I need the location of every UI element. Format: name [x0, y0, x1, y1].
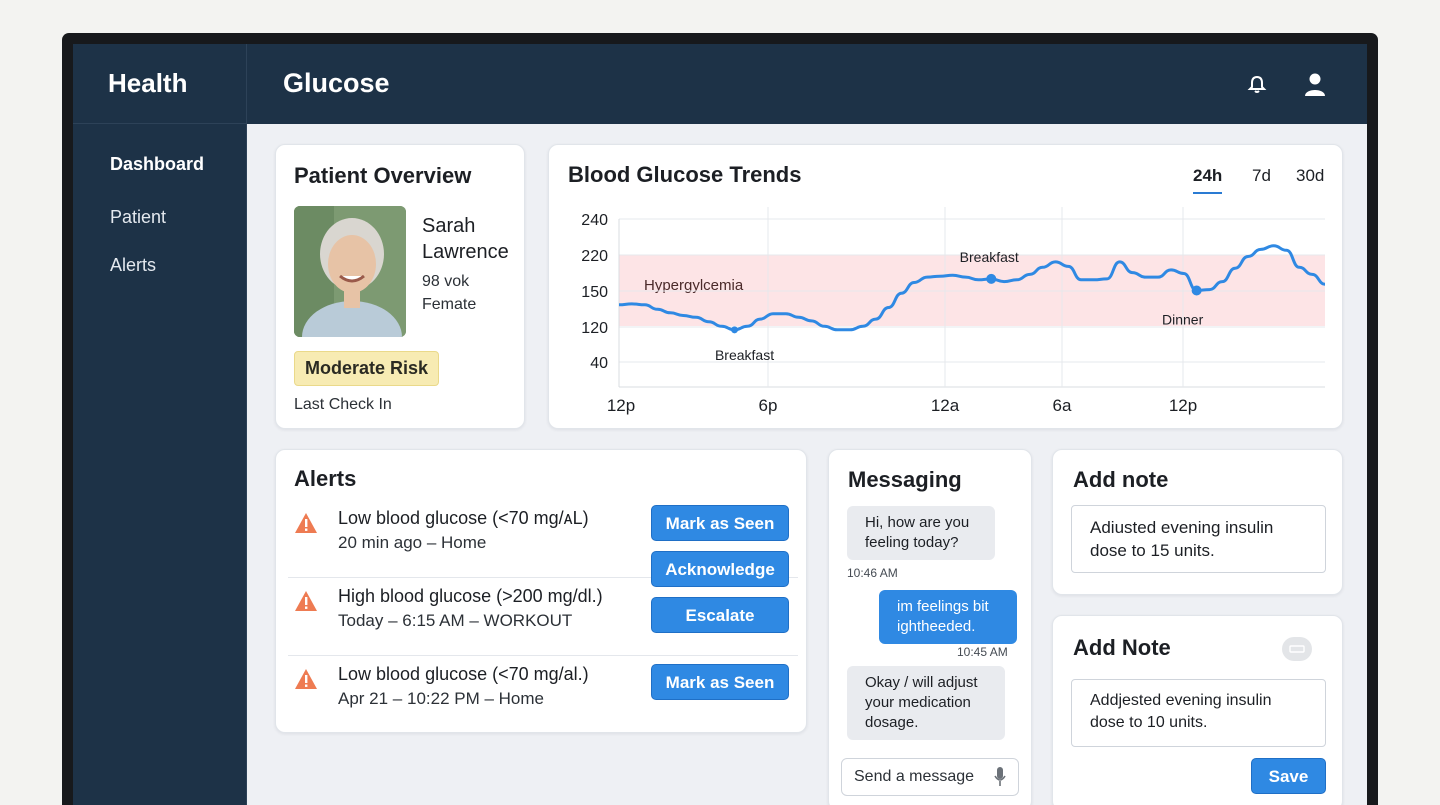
glucose-chart: Hypergylcemia 240 220 150 120 40 12p 6p 12a 6a 12p…: [581, 207, 1326, 415]
message-input[interactable]: Send a message: [841, 758, 1019, 796]
add-note-card: Add note Adiusted evening insulin dose t…: [1052, 449, 1343, 595]
note-text-field[interactable]: Addjested evening insulin dose to 10 uni…: [1071, 679, 1326, 747]
message-bubble-incoming: Hi, how are you feeling today?: [847, 506, 995, 560]
annotation-label: Breakfast: [960, 249, 1019, 265]
sidebar-item-dashboard[interactable]: Dashboard: [110, 154, 205, 174]
sidebar-item-patient[interactable]: Patient: [110, 207, 167, 227]
x-tick-label: 6p: [759, 396, 778, 415]
alerts-title: Alerts: [294, 466, 357, 491]
annotation-label: Breakfast: [715, 347, 774, 363]
user-icon[interactable]: [1301, 70, 1329, 98]
y-tick-label: 150: [581, 284, 608, 301]
sidebar-item-alerts[interactable]: Alerts: [110, 255, 157, 275]
patient-overview-card: Patient Overview Sarah Lawrence 98 vok F…: [275, 144, 525, 429]
patient-gender: Femate: [422, 296, 477, 313]
alert-subtitle: Today – 6:15 AM – WORKOUT: [338, 611, 573, 630]
add-note-title: Add Note: [1073, 635, 1171, 660]
x-tick-label: 12p: [607, 396, 635, 415]
keyboard-icon[interactable]: [1281, 636, 1313, 662]
message-bubble-incoming: Okay / will adjust your medication dosag…: [847, 666, 1005, 740]
message-time: 10:46 AM: [847, 566, 898, 580]
alert-subtitle: Apr 21 – 10:22 PM – Home: [338, 689, 545, 708]
patient-overview-title: Patient Overview: [294, 163, 472, 188]
y-tick-label: 120: [581, 320, 608, 337]
range-tab-24h[interactable]: 24h: [1193, 166, 1223, 194]
top-bar: Glucose: [247, 44, 1367, 124]
alert-title: High blood glucose (>200 mg/dl.): [338, 586, 603, 606]
y-tick-label: 240: [581, 212, 608, 229]
app-screen: Health Dashboard Patient Alerts Glucose …: [73, 44, 1367, 805]
page-title: Glucose: [283, 68, 390, 98]
data-point-marker: [731, 326, 739, 334]
alerts-card: Alerts Low blood glucose (<70 mg/ᴀL) 20 …: [275, 449, 807, 733]
patient-name: Sarah Lawrence: [422, 215, 509, 263]
message-time: 10:45 AM: [957, 645, 1008, 659]
alert-row: High blood glucose (>200 mg/dl.) Today –…: [288, 578, 798, 656]
messaging-title: Messaging: [848, 467, 962, 492]
x-tick-label: 12p: [1169, 396, 1197, 415]
alert-row: Low blood glucose (<70 mg/al.) Apr 21 – …: [288, 656, 798, 734]
mark-as-seen-button[interactable]: Mark as Seen: [651, 664, 789, 700]
y-tick-label: 40: [590, 355, 608, 372]
risk-badge: Moderate Risk: [294, 351, 440, 386]
alert-title: Low blood glucose (<70 mg/al.): [338, 664, 589, 684]
data-point-marker: [986, 273, 997, 284]
range-tab-30d[interactable]: 30d: [1296, 166, 1325, 185]
messaging-card: Messaging Hi, how are you feeling today?…: [828, 449, 1032, 805]
y-tick-label: 220: [581, 248, 608, 265]
alert-subtitle: 20 min ago – Home: [338, 533, 487, 552]
data-point-marker: [1191, 285, 1202, 296]
note-text-field[interactable]: Adiusted evening insulin dose to 15 unit…: [1071, 505, 1326, 573]
x-tick-label: 12a: [931, 396, 960, 415]
add-note-card-2: Add Note Addjested evening insulin dose …: [1052, 615, 1343, 805]
warning-icon: [295, 513, 317, 533]
last-check-label: Last Check In: [294, 396, 392, 413]
glucose-trends-card: Blood Glucose Trends 24h 7d 30d Hypergyl…: [548, 144, 1343, 429]
alert-row: Low blood glucose (<70 mg/ᴀL) 20 min ago…: [288, 500, 798, 578]
warning-icon: [295, 669, 317, 689]
bell-icon[interactable]: [1243, 70, 1271, 98]
mark-as-seen-button[interactable]: Mark as Seen: [651, 505, 789, 541]
x-tick-label: 6a: [1053, 396, 1072, 415]
save-button[interactable]: Save: [1251, 758, 1326, 794]
acknowledge-button[interactable]: Acknowledge: [651, 551, 789, 587]
microphone-icon[interactable]: [993, 766, 1007, 788]
range-tab-7d[interactable]: 7d: [1252, 166, 1271, 185]
warning-icon: [295, 591, 317, 611]
message-bubble-outgoing: im feelings bit ightheeded.: [879, 590, 1017, 644]
band-label: Hypergylcemia: [644, 277, 744, 294]
brand-title: Health: [73, 44, 246, 124]
patient-photo: [294, 206, 406, 337]
annotation-label: Dinner: [1162, 312, 1204, 328]
sidebar: Health Dashboard Patient Alerts: [73, 44, 247, 805]
escalate-button[interactable]: Escalate: [651, 597, 789, 633]
alert-title: Low blood glucose (<70 mg/ᴀL): [338, 508, 589, 528]
add-note-title: Add note: [1073, 467, 1169, 492]
trends-title: Blood Glucose Trends: [568, 162, 802, 187]
patient-age: 98 vok: [422, 273, 470, 290]
